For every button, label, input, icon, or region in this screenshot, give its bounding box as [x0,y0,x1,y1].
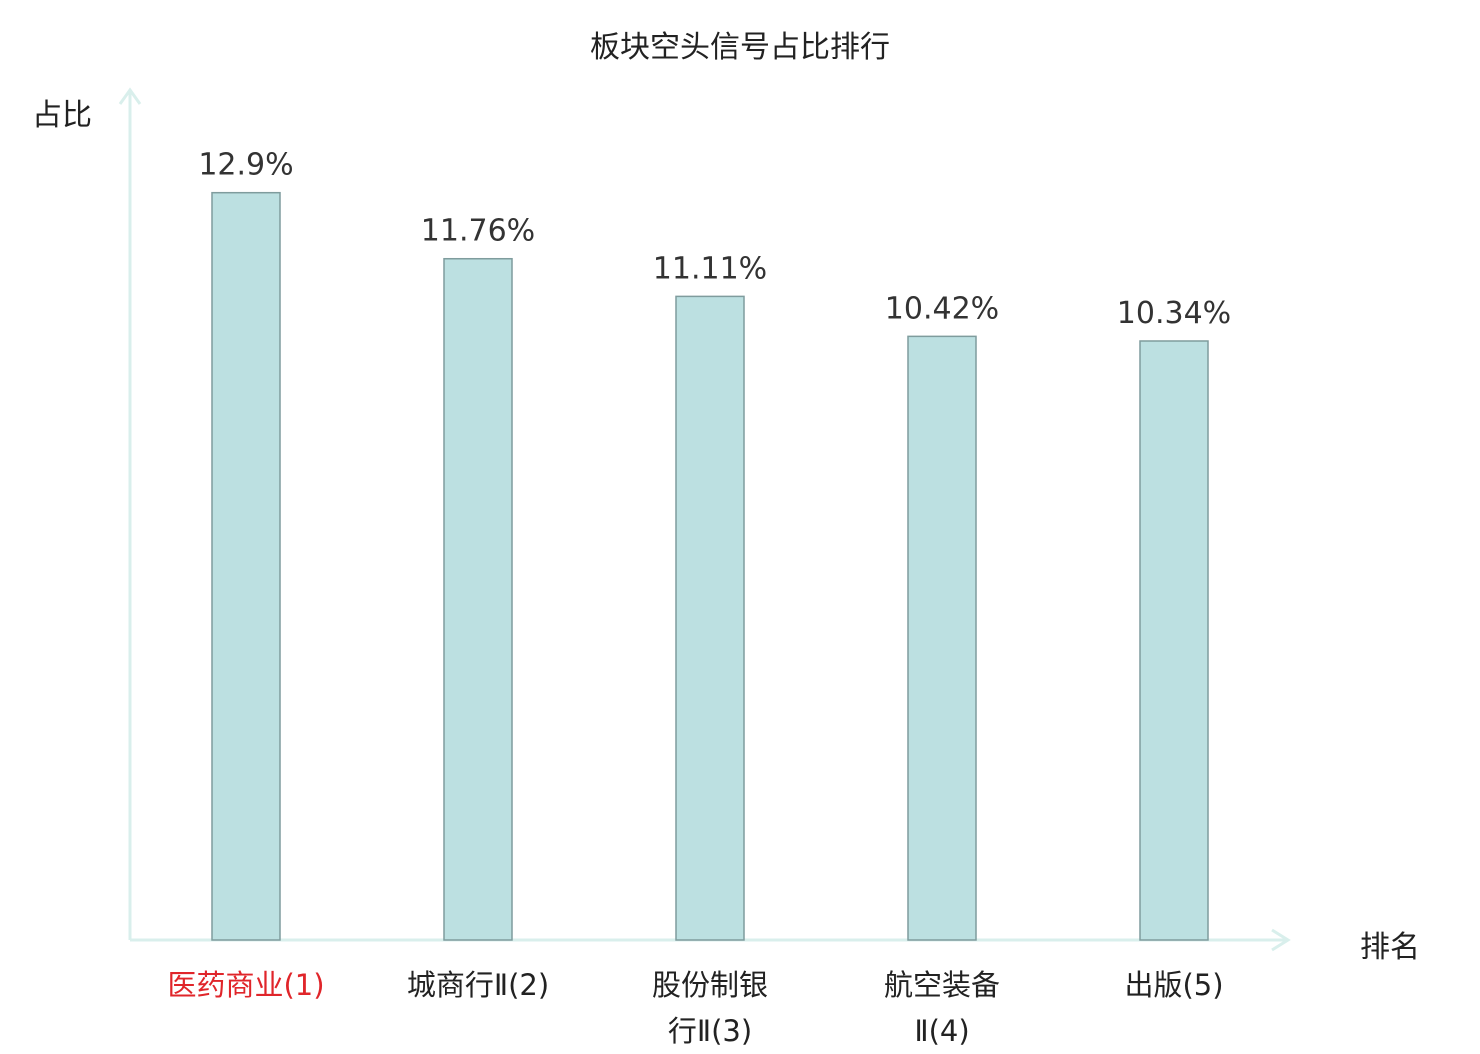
bar [1139,340,1209,941]
bar-value-label: 12.9% [198,148,293,183]
x-axis-arrow [1271,928,1291,952]
x-axis-label: 排名 [1360,930,1420,965]
category-label: 航空装备 Ⅱ(4) [832,962,1052,1054]
bar-value-label: 11.11% [653,251,767,286]
category-label-line: 城商行Ⅱ(2) [406,968,550,1002]
bar [907,335,977,941]
chart-title: 板块空头信号占比排行 [590,30,890,65]
bar-value-label: 11.76% [421,214,535,249]
category-label-line: Ⅱ(4) [914,1014,970,1048]
category-label: 股份制银行Ⅱ(3) [600,962,820,1054]
category-label-line: 股份制银 [651,968,768,1002]
bar-value-label: 10.34% [1117,296,1231,331]
bar [211,191,281,941]
y-axis-arrow [118,87,142,105]
y-axis-label: 占比 [32,98,92,133]
category-label-line: 行Ⅱ(3) [667,1014,753,1048]
category-label: 城商行Ⅱ(2) [368,962,588,1008]
category-label-line: 医药商业(1) [167,968,325,1002]
category-label-line: 航空装备 [883,968,1000,1002]
bar [675,295,745,941]
category-label: 医药商业(1) [136,962,356,1008]
category-label-line: 出版(5) [1124,968,1224,1002]
category-label: 出版(5) [1064,962,1284,1008]
bar [443,257,513,941]
bar-value-label: 10.42% [885,291,999,326]
